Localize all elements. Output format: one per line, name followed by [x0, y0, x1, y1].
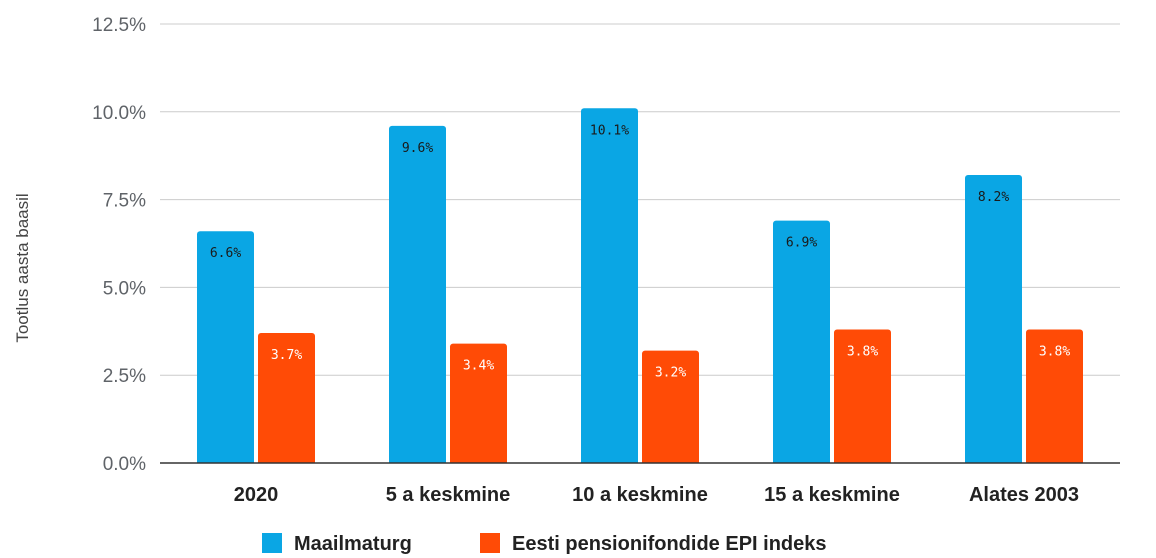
bar-base-fill	[450, 459, 507, 463]
bar-base-fill	[965, 459, 1022, 463]
gridlines	[160, 23, 1120, 376]
y-axis-ticks: 0.0% 2.5% 5.0% 7.5% 10.0% 12.5%	[92, 15, 146, 475]
bar-base-fill	[642, 459, 699, 463]
data-label: 3.2%	[655, 366, 686, 381]
data-label: 6.6%	[210, 246, 241, 261]
bar-epi-indeks	[834, 329, 891, 463]
legend-swatch	[480, 533, 500, 553]
bar-base-fill	[258, 459, 315, 463]
bar-base-fill	[773, 459, 830, 463]
bar-maailmaturg	[197, 231, 254, 463]
bars	[197, 108, 1083, 464]
bar-base-fill	[1026, 459, 1083, 463]
y-tick-label: 5.0%	[103, 278, 146, 299]
data-label: 9.6%	[402, 141, 433, 156]
data-label: 10.1%	[590, 123, 629, 138]
bar-base-fill	[581, 459, 638, 463]
y-axis-title: Tootlus aasta baasil	[13, 193, 32, 342]
bar-epi-indeks	[258, 333, 315, 463]
legend-label: Eesti pensionifondide EPI indeks	[512, 533, 827, 555]
legend-swatch	[262, 533, 282, 553]
data-label: 6.9%	[786, 236, 817, 251]
bar-base-fill	[834, 459, 891, 463]
data-labels: 6.6% 3.7% 9.6% 3.4% 10.1% 3.2% 6.9% 3.8% 8.2% 3.8…	[210, 123, 1070, 380]
y-tick-label: 0.0%	[103, 454, 146, 475]
x-category-label: Alates 2003	[969, 484, 1079, 506]
bar-maailmaturg	[773, 220, 830, 463]
x-category-label: 15 a keskmine	[764, 484, 900, 506]
bar-epi-indeks	[642, 350, 699, 463]
bar-maailmaturg	[389, 125, 446, 464]
x-category-label: 2020	[234, 484, 279, 506]
y-tick-label: 7.5%	[103, 191, 146, 212]
bar-base-fill	[389, 459, 446, 463]
bar-maailmaturg	[581, 108, 638, 464]
data-label: 3.4%	[463, 359, 494, 374]
x-axis-categories: 2020 5 a keskmine 10 a keskmine 15 a keskmi…	[234, 484, 1079, 506]
bar-epi-indeks	[450, 343, 507, 463]
y-tick-label: 10.0%	[92, 103, 146, 124]
y-tick-label: 12.5%	[92, 15, 146, 36]
x-category-label: 10 a keskmine	[572, 484, 708, 506]
x-category-label: 5 a keskmine	[386, 484, 511, 506]
data-label: 3.8%	[847, 345, 878, 360]
y-tick-label: 2.5%	[103, 366, 146, 387]
bar-maailmaturg	[965, 175, 1022, 464]
data-label: 3.8%	[1039, 345, 1070, 360]
bar-base-fill	[197, 459, 254, 463]
legend-label: Maailmaturg	[294, 533, 412, 555]
legend: Maailmaturg Eesti pensionifondide EPI ind…	[262, 533, 827, 555]
data-label: 3.7%	[271, 348, 302, 363]
bar-epi-indeks	[1026, 329, 1083, 463]
data-label: 8.2%	[978, 190, 1009, 205]
